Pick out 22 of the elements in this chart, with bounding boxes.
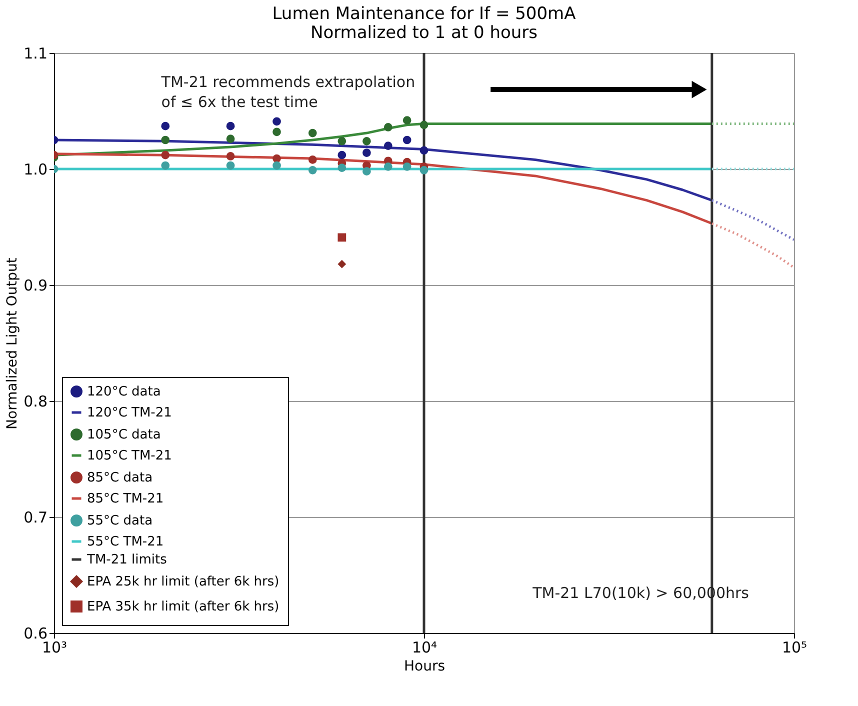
legend-label: 85°C data [87, 470, 153, 486]
x-axis-title: Hours [404, 658, 446, 674]
legend-label: 105°C TM-21 [87, 448, 172, 464]
legend-label: EPA 35k hr limit (after 6k hrs) [87, 600, 280, 614]
y-tick-label: 1.0 [24, 160, 48, 178]
legend-label: 120°C data [87, 384, 161, 400]
y-axis-title: Normalized Light Output [4, 257, 21, 430]
legend-label: 105°C data [87, 428, 161, 442]
x-tick-label: 10⁴ [412, 638, 438, 656]
legend-label: 55°C data [87, 514, 153, 528]
y-tick-label: 0.8 [24, 392, 48, 410]
x-tick-label: 10⁵ [782, 638, 808, 656]
chart-title: Lumen Maintenance for If = 500mA Normalized to 1 at 0 hours [272, 4, 576, 43]
y-tick-label: 0.9 [24, 276, 48, 294]
y-tick-label: 1.1 [24, 44, 48, 62]
legend-label: 55°C TM-21 [87, 534, 164, 550]
legend-label: EPA 25k hr limit (after 6k hrs) [87, 574, 280, 590]
y-tick-label: 0.7 [24, 508, 48, 526]
legend-label: 85°C TM-21 [87, 492, 164, 506]
annotation: TM-21 recommends extrapolation of ≤ 6x the test time [160, 73, 416, 111]
legend-label: TM-21 limits [86, 552, 168, 568]
legend-label: 120°C TM-21 [87, 406, 172, 420]
